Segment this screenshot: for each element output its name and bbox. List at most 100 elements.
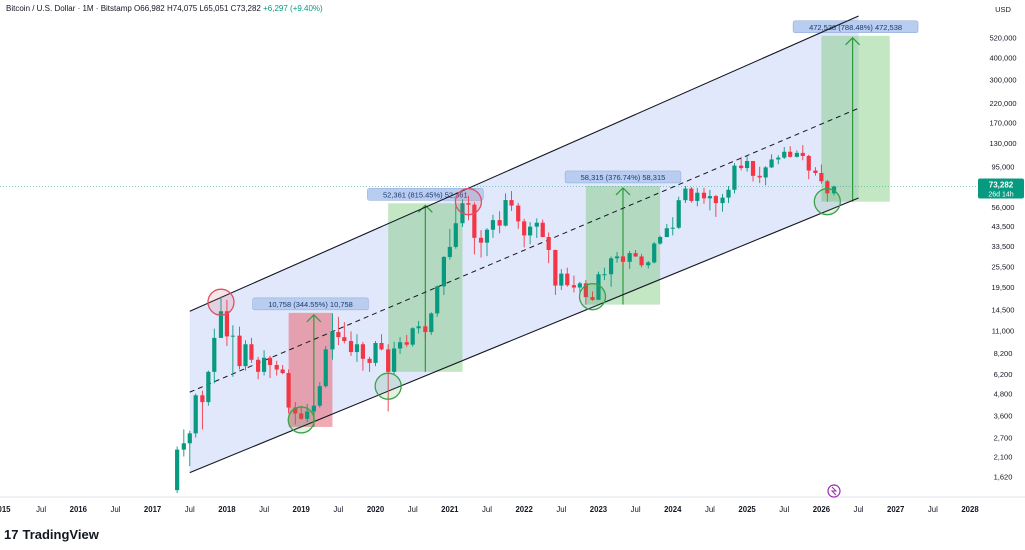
price-tick-label: 33,500 bbox=[992, 242, 1015, 251]
time-tick-label: 2017 bbox=[144, 505, 161, 514]
candle-body bbox=[670, 227, 675, 229]
open-value: O66,982 bbox=[134, 4, 165, 13]
price-tick-label: 8,200 bbox=[994, 349, 1013, 358]
candle-body bbox=[274, 365, 279, 370]
candle-body bbox=[750, 161, 756, 176]
candle-body bbox=[559, 273, 564, 286]
candle-body bbox=[360, 344, 366, 359]
candle-body bbox=[652, 243, 657, 263]
time-tick-label: 2025 bbox=[738, 505, 756, 514]
candle-body bbox=[497, 220, 502, 226]
candle-body bbox=[187, 433, 192, 444]
candle-body bbox=[478, 237, 484, 243]
candle-body bbox=[720, 197, 725, 204]
candle-body bbox=[373, 343, 378, 363]
candle-body bbox=[769, 159, 774, 168]
candle-body bbox=[553, 249, 558, 286]
candle-body bbox=[392, 348, 397, 372]
highlight-circle bbox=[454, 188, 483, 216]
time-tick-label: 2027 bbox=[887, 505, 904, 514]
change-value: +6,297 (+9.40%) bbox=[263, 4, 323, 13]
highlight-circle bbox=[813, 188, 841, 216]
brand-name: TradingView bbox=[22, 527, 99, 542]
candle-body bbox=[732, 165, 737, 190]
candle-body bbox=[676, 200, 681, 228]
last-price-badge bbox=[978, 178, 1024, 199]
candle-body bbox=[224, 311, 230, 337]
candle-body bbox=[429, 313, 434, 333]
symbol-header: Bitcoin / U.S. Dollar · 1M · Bitstamp O6… bbox=[6, 4, 323, 13]
candle-body bbox=[825, 181, 830, 194]
time-tick-label: Jul bbox=[631, 505, 641, 514]
candle-body bbox=[193, 395, 198, 434]
candle-body bbox=[317, 386, 322, 406]
candle-body bbox=[695, 192, 700, 201]
candle-body bbox=[590, 297, 595, 300]
price-tick-label: 220,000 bbox=[989, 99, 1016, 108]
candle-body bbox=[404, 342, 409, 345]
time-tick-label: 2016 bbox=[70, 505, 88, 514]
candle-body bbox=[813, 170, 818, 173]
time-tick-label: 2026 bbox=[813, 505, 831, 514]
candle-body bbox=[713, 196, 718, 204]
candle-body bbox=[788, 151, 793, 157]
symbol-title: Bitcoin / U.S. Dollar · 1M · Bitstamp bbox=[6, 4, 132, 13]
high-value: H74,075 bbox=[166, 4, 198, 13]
candle-body bbox=[614, 256, 620, 259]
time-tick-label: Jul bbox=[333, 505, 343, 514]
last-price-value: 73,282 bbox=[989, 180, 1014, 189]
price-tick-label: 1,620 bbox=[994, 472, 1013, 481]
measure-label-text: 58,315 (376.74%) 58,315 bbox=[581, 173, 666, 182]
time-tick-label: Jul bbox=[110, 505, 120, 514]
highlight-circle bbox=[374, 372, 402, 400]
candle-body bbox=[423, 326, 428, 333]
candle-body bbox=[664, 228, 669, 238]
channel-mid-line bbox=[189, 107, 859, 393]
candle-body bbox=[596, 274, 601, 300]
price-tick-label: 25,500 bbox=[992, 263, 1015, 272]
time-tick-label: Jul bbox=[185, 505, 195, 514]
price-tick-label: 400,000 bbox=[989, 53, 1016, 62]
measure-label-text: 10,758 (344.55%) 10,758 bbox=[268, 300, 353, 309]
candle-body bbox=[503, 200, 508, 226]
tradingview-logo[interactable]: 17 TradingView bbox=[4, 527, 99, 542]
candle-body bbox=[261, 357, 267, 372]
candle-body bbox=[490, 220, 496, 230]
candle-body bbox=[472, 204, 477, 238]
price-tick-label: 300,000 bbox=[989, 75, 1016, 84]
price-tick-label: 19,500 bbox=[992, 283, 1015, 292]
candle-body bbox=[336, 332, 341, 338]
time-tick-label: 2023 bbox=[590, 505, 608, 514]
price-tick-label: 2,700 bbox=[994, 433, 1013, 442]
candle-body bbox=[819, 172, 824, 182]
price-tick-label: 2,100 bbox=[994, 453, 1013, 462]
candle-body bbox=[565, 273, 570, 286]
candle-body bbox=[509, 200, 514, 206]
candle-body bbox=[379, 343, 384, 350]
candle-body bbox=[311, 405, 316, 412]
candle-body bbox=[627, 253, 632, 262]
candle-body bbox=[534, 222, 539, 227]
price-tick-label: 56,000 bbox=[992, 203, 1015, 212]
candle-body bbox=[776, 157, 781, 160]
price-tick-label: 3,600 bbox=[994, 412, 1013, 421]
candle-body bbox=[175, 449, 180, 491]
measure-box bbox=[821, 35, 890, 202]
time-tick-label: 2021 bbox=[441, 505, 459, 514]
candle-body bbox=[527, 226, 533, 236]
measure-label-box bbox=[564, 170, 682, 184]
time-tick-label: Jul bbox=[854, 505, 864, 514]
measure-label-text: 472,538 (788.48%) 472,538 bbox=[809, 23, 902, 32]
candle-body bbox=[354, 344, 360, 353]
candle-body bbox=[441, 256, 447, 287]
candle-body bbox=[348, 341, 354, 353]
price-tick-label: 4,800 bbox=[994, 390, 1013, 399]
tradingview-mark-icon: 17 bbox=[4, 527, 19, 542]
measure-label-text: 52,361 (815.45%) 52,361 bbox=[383, 190, 468, 199]
candle-body bbox=[280, 369, 285, 374]
candle-body bbox=[416, 326, 421, 329]
measure-arrow-head bbox=[615, 187, 631, 196]
candle-body bbox=[707, 196, 713, 199]
